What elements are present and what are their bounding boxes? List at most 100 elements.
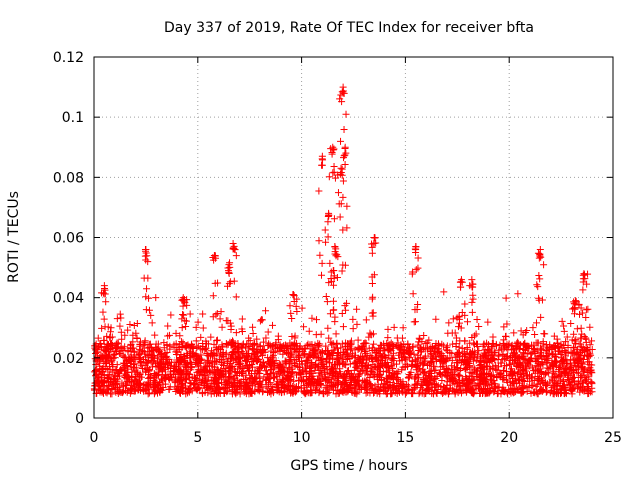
data-point (528, 374, 536, 382)
data-point (194, 380, 202, 388)
data-point (357, 346, 365, 354)
data-point (539, 338, 547, 346)
data-point (523, 382, 531, 390)
data-point (183, 342, 191, 350)
data-point (145, 384, 153, 392)
data-point (238, 327, 246, 335)
data-point (209, 313, 217, 321)
data-point (145, 343, 153, 351)
data-point (148, 353, 156, 361)
data-point (227, 322, 235, 330)
data-point (469, 376, 477, 384)
data-point (421, 368, 429, 376)
data-point (518, 389, 526, 397)
data-point (304, 340, 312, 348)
data-point (135, 380, 143, 388)
data-point (315, 237, 323, 245)
data-point (362, 378, 370, 386)
data-point (437, 363, 445, 371)
data-point (166, 345, 174, 353)
data-point (413, 305, 421, 313)
data-point (314, 353, 322, 361)
data-point (148, 319, 156, 327)
data-point (267, 358, 275, 366)
data-point (427, 351, 435, 359)
data-point (560, 322, 568, 330)
data-point (449, 378, 457, 386)
data-point (573, 348, 581, 356)
data-point (526, 358, 534, 366)
data-point (588, 337, 596, 345)
data-point (102, 388, 110, 396)
data-point (426, 344, 434, 352)
data-point (493, 374, 501, 382)
data-point (278, 344, 286, 352)
data-point (579, 368, 587, 376)
data-point (579, 271, 587, 279)
data-point (336, 213, 344, 221)
data-point (436, 356, 444, 364)
data-point (126, 353, 134, 361)
data-point (286, 302, 294, 310)
data-point (455, 343, 463, 351)
data-point (155, 382, 163, 390)
data-point (455, 372, 463, 380)
data-point (226, 319, 234, 327)
data-point (226, 354, 234, 362)
data-point (145, 306, 153, 314)
data-point (510, 369, 518, 377)
data-point (255, 355, 263, 363)
data-point (318, 271, 326, 279)
data-point (146, 372, 154, 380)
data-point (567, 319, 575, 327)
data-point (384, 325, 392, 333)
data-point (579, 355, 587, 363)
data-point (249, 341, 257, 349)
data-point (133, 320, 141, 328)
data-point (325, 212, 333, 220)
data-point (414, 378, 422, 386)
data-point (273, 387, 281, 395)
data-point (132, 373, 140, 381)
data-point (207, 368, 215, 376)
data-point (406, 371, 414, 379)
data-point (106, 328, 114, 336)
data-point (180, 311, 188, 319)
data-point (334, 373, 342, 381)
data-point (438, 377, 446, 385)
data-point (103, 332, 111, 340)
data-point (114, 343, 122, 351)
data-point (249, 323, 257, 331)
data-point (237, 369, 245, 377)
data-point (223, 378, 231, 386)
data-point (384, 358, 392, 366)
data-point (578, 359, 586, 367)
data-point (156, 346, 164, 354)
data-point (140, 355, 148, 363)
data-point (337, 169, 345, 177)
data-point (330, 267, 338, 275)
data-point (486, 365, 494, 373)
data-point (96, 340, 104, 348)
data-point (528, 382, 536, 390)
data-point (414, 264, 422, 272)
data-point (206, 384, 214, 392)
data-point (520, 369, 528, 377)
data-point (101, 290, 109, 298)
data-point (117, 389, 125, 397)
data-point (561, 349, 569, 357)
data-point (538, 387, 546, 395)
data-point (383, 378, 391, 386)
data-point (443, 347, 451, 355)
data-point (143, 364, 151, 372)
data-point (536, 252, 544, 260)
data-point (533, 362, 541, 370)
data-point (538, 296, 546, 304)
data-point (178, 315, 186, 323)
data-point (502, 294, 510, 302)
data-point (293, 339, 301, 347)
data-point (266, 379, 274, 387)
data-point (394, 339, 402, 347)
data-point (137, 347, 145, 355)
data-point (354, 336, 362, 344)
